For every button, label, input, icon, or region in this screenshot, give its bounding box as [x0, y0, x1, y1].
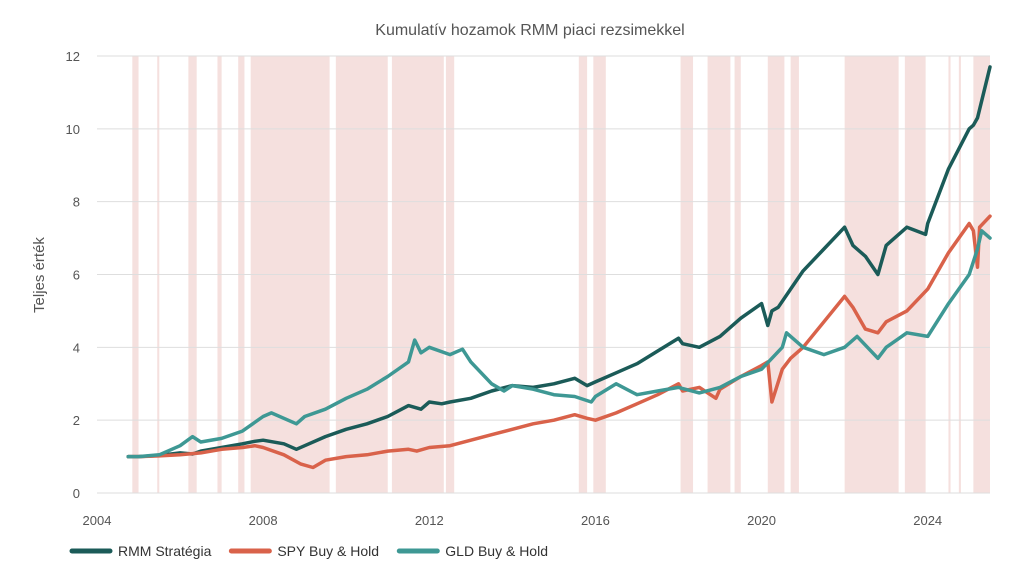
- legend-label: SPY Buy & Hold: [277, 543, 379, 559]
- series-line: [126, 229, 992, 459]
- y-tick-labels: 0 2 4 6 8 10 12: [66, 49, 80, 501]
- y-tick-label: 12: [66, 49, 80, 64]
- chart-title: Kumulatív hozamok RMM piaci rezsimekkel: [375, 22, 684, 39]
- x-tick-label: 2020: [747, 513, 776, 528]
- y-tick-label: 10: [66, 122, 80, 137]
- y-tick-label: 2: [73, 413, 80, 428]
- y-axis-title: Teljes érték: [31, 237, 48, 313]
- x-tick-label: 2016: [581, 513, 610, 528]
- grid-lines: [97, 55, 990, 494]
- x-tick-labels: 2004 2008 2012 2016 2020 2024: [83, 513, 943, 528]
- y-tick-label: 0: [73, 486, 80, 501]
- legend: RMM Stratégia SPY Buy & Hold GLD Buy & Hol…: [69, 543, 548, 559]
- x-tick-label: 2004: [83, 513, 112, 528]
- legend-label: RMM Stratégia: [118, 543, 212, 559]
- series-line: [126, 214, 992, 470]
- x-tick-label: 2008: [249, 513, 278, 528]
- series-lines: [126, 65, 992, 470]
- y-tick-label: 6: [73, 268, 80, 283]
- legend-label: GLD Buy & Hold: [445, 543, 548, 559]
- x-tick-label: 2012: [415, 513, 444, 528]
- x-tick-label: 2024: [913, 513, 942, 528]
- y-tick-label: 4: [73, 340, 80, 355]
- y-tick-label: 8: [73, 195, 80, 210]
- series-line: [126, 65, 992, 459]
